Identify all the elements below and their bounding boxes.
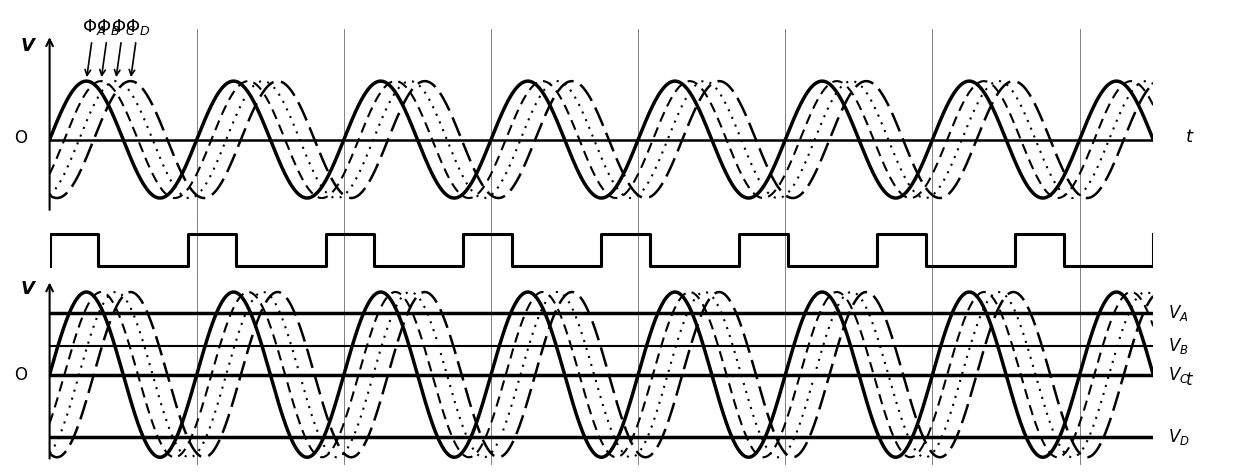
Text: O: O — [15, 129, 27, 147]
Text: $V_C$: $V_C$ — [1168, 365, 1189, 385]
Text: $\Phi_C$: $\Phi_C$ — [110, 17, 135, 76]
Text: $\Phi_B$: $\Phi_B$ — [97, 17, 120, 76]
Text: $\Phi_A$: $\Phi_A$ — [82, 17, 105, 76]
Text: V: V — [21, 37, 35, 55]
Text: O: O — [15, 366, 27, 384]
Text: $V_D$: $V_D$ — [1168, 427, 1189, 446]
Text: $V_A$: $V_A$ — [1168, 303, 1188, 323]
Text: $\Phi_D$: $\Phi_D$ — [125, 17, 150, 76]
Text: t: t — [1185, 128, 1193, 146]
Text: $V_B$: $V_B$ — [1168, 336, 1189, 356]
Text: V: V — [21, 280, 35, 298]
Text: t: t — [1185, 370, 1192, 389]
